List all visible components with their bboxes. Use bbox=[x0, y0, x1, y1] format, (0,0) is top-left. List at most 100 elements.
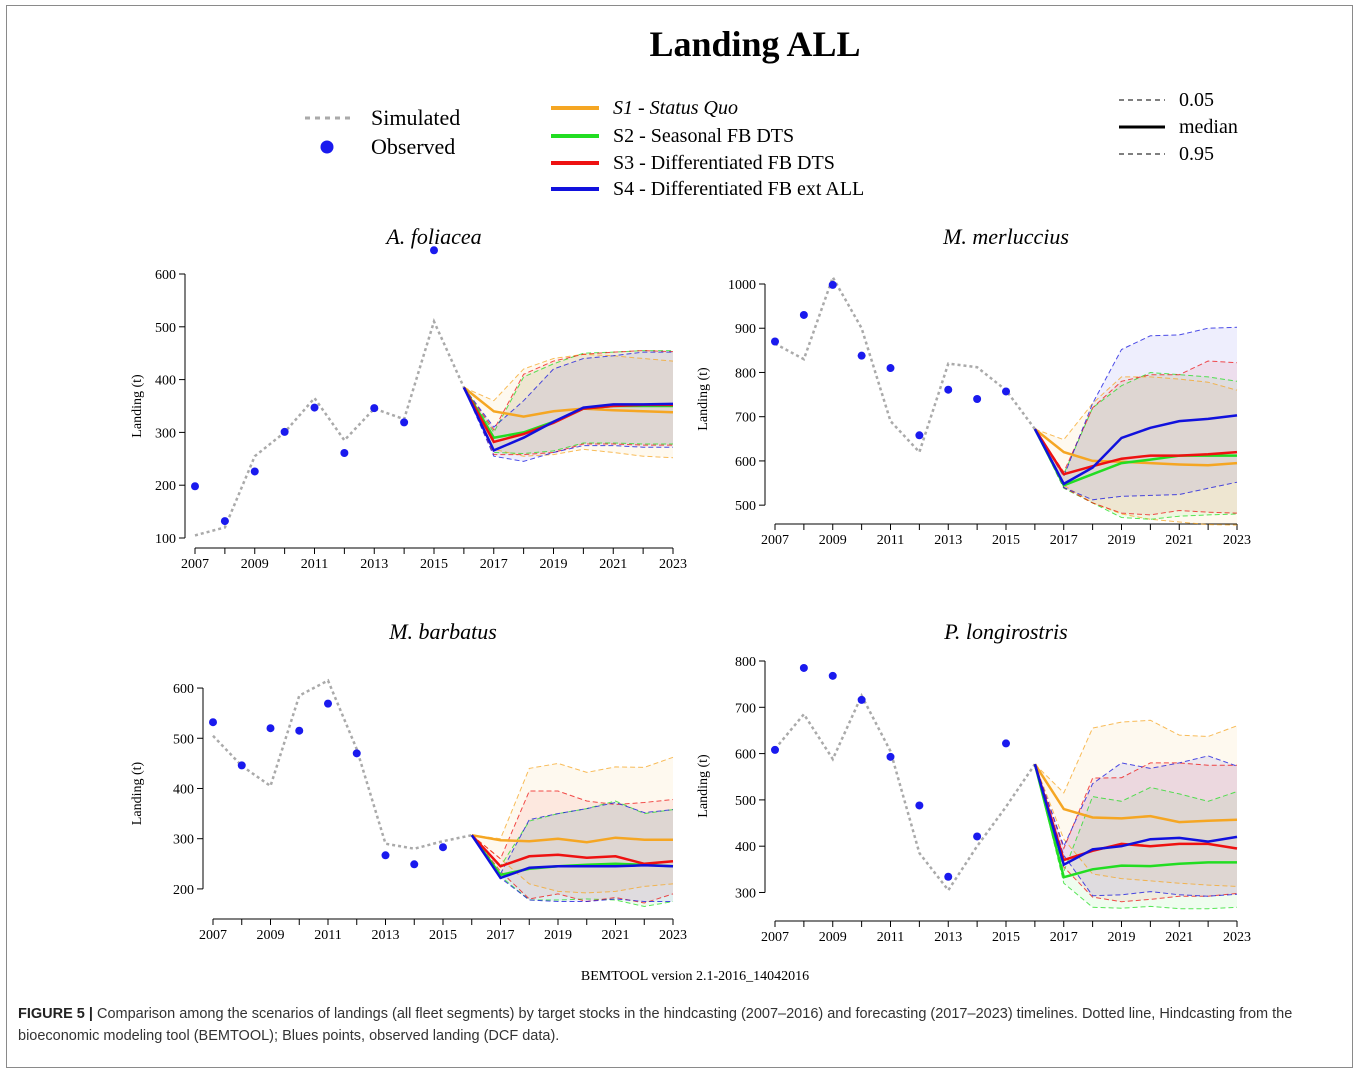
observed-point bbox=[400, 418, 409, 427]
y-tick-label: 700 bbox=[735, 701, 756, 716]
observed-point bbox=[771, 337, 779, 346]
x-tick-label: 2017 bbox=[480, 557, 508, 572]
x-tick-label: 2011 bbox=[314, 928, 341, 943]
observed-point bbox=[857, 695, 866, 704]
q05-line-s4 bbox=[1034, 764, 1238, 897]
band-s2 bbox=[463, 350, 673, 454]
legend-s2-label: S2 - Seasonal FB DTS bbox=[613, 125, 794, 147]
panel-a-foliacea: A. foliacea Landing (t) 100 200 300 400 500 600… bbox=[130, 224, 687, 572]
x-tick-label: 2009 bbox=[257, 928, 285, 943]
observed-point bbox=[430, 246, 438, 255]
q05-line-s4 bbox=[1034, 428, 1238, 501]
x-tick-label: 2013 bbox=[934, 930, 962, 945]
panel-title: P. longirostris bbox=[943, 619, 1067, 644]
x-tick-label: 2019 bbox=[1108, 533, 1136, 548]
x-tick-label: 2021 bbox=[599, 557, 627, 572]
x-tick-label: 2021 bbox=[1165, 930, 1193, 945]
y-tick-label: 1000 bbox=[728, 278, 756, 293]
panel-title: M. barbatus bbox=[388, 619, 497, 644]
x-tick-label: 2013 bbox=[372, 928, 400, 943]
x-tick-label: 2009 bbox=[819, 533, 847, 548]
simulated-line bbox=[774, 274, 1036, 455]
x-tick-label: 2007 bbox=[761, 930, 789, 945]
y-axis-label: Landing (t) bbox=[696, 367, 711, 431]
observed-point bbox=[944, 872, 953, 881]
y-axis-label: Landing (t) bbox=[130, 761, 145, 825]
q95-line-s4 bbox=[463, 351, 673, 428]
observed-point bbox=[352, 749, 361, 758]
y-axis-label: Landing (t) bbox=[696, 754, 711, 818]
y-tick-label: 300 bbox=[735, 886, 756, 901]
simulated-line bbox=[194, 317, 466, 537]
observed-point bbox=[250, 467, 259, 476]
q95-line-s2 bbox=[1034, 371, 1238, 476]
panel-p-longirostris: P. longirostris Landing (t) 300 400 500 600 70… bbox=[696, 619, 1251, 945]
q95-line-s3 bbox=[1034, 360, 1238, 474]
panel-m-barbatus: M. barbatus Landing (t) 200 300 400 500 600 200… bbox=[130, 619, 687, 943]
median-line-s2 bbox=[1033, 763, 1237, 879]
q05-line-s3 bbox=[463, 387, 673, 456]
y-tick-label: 300 bbox=[155, 426, 176, 441]
observed-point bbox=[310, 403, 319, 412]
x-tick-label: 2013 bbox=[360, 557, 388, 572]
x-tick-label: 2011 bbox=[877, 930, 904, 945]
y-tick-label: 500 bbox=[155, 321, 176, 336]
y-tick-label: 700 bbox=[735, 411, 756, 426]
x-tick-label: 2015 bbox=[992, 533, 1020, 548]
y-axis-label: Landing (t) bbox=[130, 374, 145, 438]
x-tick-label: 2009 bbox=[241, 557, 269, 572]
x-tick-label: 2011 bbox=[301, 557, 328, 572]
x-tick-label: 2015 bbox=[420, 557, 448, 572]
y-tick-label: 600 bbox=[155, 268, 176, 283]
observed-point bbox=[944, 385, 953, 394]
observed-point bbox=[828, 671, 837, 680]
y-tick-label: 300 bbox=[173, 833, 194, 848]
software-version: BEMTOOL version 2.1-2016_14042016 bbox=[581, 969, 809, 984]
y-tick-label: 600 bbox=[735, 748, 756, 763]
x-tick-label: 2019 bbox=[544, 928, 572, 943]
observed-point bbox=[915, 801, 924, 810]
observed-point bbox=[973, 832, 982, 841]
q95-line-s1 bbox=[1034, 719, 1238, 794]
x-tick-label: 2007 bbox=[761, 533, 789, 548]
q05-line-s1 bbox=[471, 834, 674, 894]
y-tick-label: 400 bbox=[155, 374, 176, 389]
legend-quantiles: 0.05 median 0.95 bbox=[1119, 89, 1238, 165]
panel-m-merluccius: M. merluccius Landing (t) 500 600 700 800 900 1… bbox=[696, 224, 1251, 548]
legend-s4-label: S4 - Differentiated FB ext ALL bbox=[613, 178, 864, 200]
observed-point bbox=[1002, 739, 1010, 748]
legend-q05-label: 0.05 bbox=[1179, 89, 1214, 111]
observed-point bbox=[886, 364, 895, 373]
q05-line-s2 bbox=[1034, 764, 1238, 910]
q05-line-s1 bbox=[1034, 428, 1238, 526]
legend-hindcast: Simulated Observed bbox=[305, 105, 460, 159]
band-s2 bbox=[1034, 764, 1237, 909]
median-line-s1 bbox=[471, 833, 673, 844]
panel-title: A. foliacea bbox=[384, 224, 481, 249]
q95-line-s3 bbox=[471, 790, 674, 860]
observed-point bbox=[280, 427, 289, 436]
band-s2 bbox=[1034, 372, 1237, 520]
panel-title: M. merluccius bbox=[942, 224, 1069, 249]
q05-line-s2 bbox=[471, 834, 674, 908]
y-tick-label: 100 bbox=[155, 532, 176, 547]
observed-point bbox=[209, 718, 217, 727]
q05-line-s1 bbox=[1034, 764, 1238, 887]
q05-line-s2 bbox=[463, 387, 673, 455]
y-tick-label: 800 bbox=[735, 655, 756, 670]
observed-point bbox=[857, 351, 866, 360]
x-tick-label: 2009 bbox=[819, 930, 847, 945]
figure-canvas: Landing ALL Simulated Observed S1 - Stat… bbox=[130, 24, 1251, 984]
legend-observed-label: Observed bbox=[371, 134, 455, 159]
legend-s1-label: S1 - Status Quo bbox=[613, 97, 738, 119]
x-tick-label: 2023 bbox=[1223, 930, 1251, 945]
figure-title: Landing ALL bbox=[649, 24, 860, 64]
legend-s3-label: S3 - Differentiated FB DTS bbox=[613, 152, 835, 174]
legend-q95-label: 0.95 bbox=[1179, 143, 1214, 165]
observed-point bbox=[915, 431, 924, 440]
y-tick-label: 200 bbox=[155, 479, 176, 494]
y-tick-label: 500 bbox=[735, 499, 756, 514]
y-tick-label: 600 bbox=[173, 682, 194, 697]
x-tick-label: 2017 bbox=[1050, 930, 1078, 945]
y-tick-label: 900 bbox=[735, 322, 756, 337]
